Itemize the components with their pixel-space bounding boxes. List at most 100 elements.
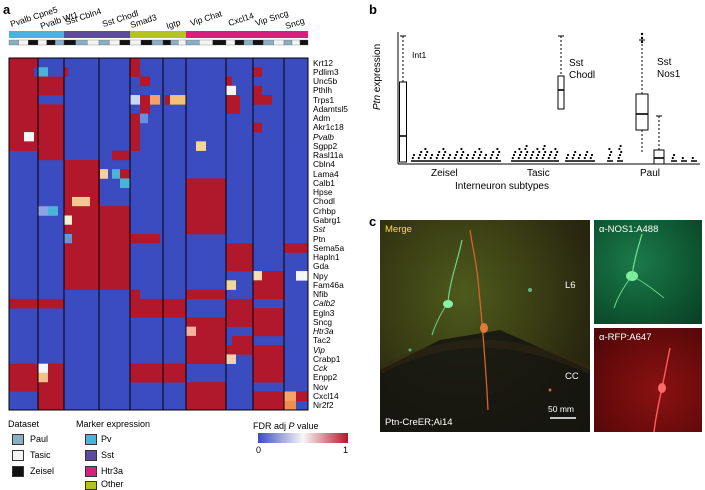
gene-label: Cxcl14 (313, 390, 339, 401)
heatmap-highlight-33-0 (38, 363, 48, 374)
zeisel-9-outlier-1 (466, 153, 470, 157)
heatmap-cell-36-1 (186, 391, 226, 402)
tasic-b0-outlier-0 (565, 156, 568, 160)
zeisel-12-outlier-1 (484, 153, 488, 157)
tasic-a4-outlier-3 (536, 147, 539, 151)
tasic-a2-outlier-3 (524, 147, 527, 151)
heatmap-cell-3-1 (253, 85, 262, 96)
panel-letter-a: a (3, 2, 11, 17)
tasic-a0-outlier-1 (512, 153, 516, 157)
gene-label: Akr1c18 (313, 122, 344, 133)
heatmap-cell-36-0 (38, 391, 64, 402)
heatmap-highlight-19-0 (64, 234, 72, 244)
dataset-strip-0 (8, 39, 19, 46)
zeisel-14-outlier-0 (495, 156, 498, 160)
heatmap-cell-7-0 (9, 122, 64, 133)
zeisel-0-outlier-0 (411, 156, 414, 160)
zeisel-14-outlier-3 (496, 147, 499, 151)
heatmap-cell-15-1 (186, 196, 226, 207)
zeisel-1-outlier-2 (420, 150, 423, 154)
zeisel-8-outlier-1 (460, 153, 464, 157)
heatmap-cell-5-0 (9, 104, 64, 114)
heatmap-cell-28-0 (186, 317, 253, 327)
dataset-strip-16 (170, 39, 179, 46)
panel-letter-b: b (369, 2, 377, 17)
heatmap-cell-10-0 (38, 150, 64, 161)
gene-label: Hapln1 (313, 252, 340, 263)
marker-strip-9 (284, 31, 308, 38)
rfp-micrograph: α-RFP:A647 (594, 328, 702, 432)
dataset-swatch-tasic (12, 450, 24, 461)
marker-swatch-htr3a (85, 466, 97, 477)
gene-label: Pthlh (313, 85, 333, 96)
heatmap-cell-37-2 (253, 400, 284, 411)
boxplot-annotation-nos1: Nos1 (657, 69, 681, 80)
tasic-a7-outlier-0 (553, 156, 556, 160)
gene-label: Crabp1 (313, 353, 341, 364)
heatmap-highlight-23-0 (253, 271, 262, 281)
tasic-a6-outlier-1 (548, 153, 552, 157)
dataset-strip-1 (18, 39, 29, 46)
zeisel-10-outlier-2 (474, 150, 477, 154)
gene-label: Npy (313, 270, 328, 281)
zeisel-2-outlier-0 (423, 156, 426, 160)
tasic-a7-outlier-1 (554, 153, 558, 157)
zeisel-6-outlier-1 (448, 153, 452, 157)
dataset-strip-24 (252, 39, 264, 46)
dataset-strip-18 (185, 39, 200, 46)
zeisel-7-outlier-0 (453, 156, 456, 160)
heatmap-cell-4-0 (9, 95, 38, 105)
heatmap-cell-6-0 (9, 113, 64, 124)
dataset-strip-11 (119, 39, 131, 46)
boxplot-ylabel-rest: expression (372, 43, 383, 95)
dataset-strip-22 (234, 39, 245, 46)
heatmap-cell-10-1 (112, 150, 130, 161)
heatmap-highlight-17-0 (64, 215, 72, 226)
zeisel-13-outlier-1 (490, 153, 494, 157)
colorbar-title: FDR adj P value (253, 421, 319, 431)
zeisel-11-outlier-0 (477, 156, 480, 160)
zeisel-7-outlier-1 (454, 153, 458, 157)
paul-4-outlier-0 (691, 156, 694, 160)
zeisel-11-outlier-2 (480, 150, 483, 154)
heatmap-highlight-12-1 (112, 169, 120, 179)
dataset-strip-15 (162, 39, 171, 46)
heatmap-cell-12-1 (112, 169, 130, 179)
gene-label: Egln3 (313, 307, 335, 318)
marker-label-htr3a: Htr3a (101, 466, 124, 476)
tasic-a0-outlier-2 (514, 150, 517, 154)
heatmap-highlight-15-0 (72, 196, 90, 207)
marker-label-other: Other (101, 479, 124, 489)
dataset-strip-29 (299, 39, 309, 46)
heatmap-cell-13-0 (64, 178, 100, 188)
gene-label: Krt12 (313, 57, 334, 68)
gene-label: Sema5a (313, 242, 345, 253)
colorbar-min: 0 (256, 445, 262, 455)
zeisel-13-outlier-0 (489, 156, 492, 160)
heatmap-cell-1-1 (64, 67, 68, 77)
scale-bar-label: 50 mm (548, 404, 574, 414)
gene-label: Tac2 (313, 335, 331, 346)
heatmap-cell-8-0 (9, 132, 24, 142)
gene-label: Htr3a (313, 326, 334, 337)
zeisel-2-outlier-3 (424, 147, 427, 151)
heatmap-cell-25-2 (253, 289, 284, 300)
heatmap-cell-1-2 (130, 67, 140, 77)
marker-strip-3 (99, 31, 130, 38)
heatmap-cell-30-0 (186, 335, 226, 346)
marker-label-sst: Sst (101, 450, 115, 460)
colorbar-title-suffix: value (294, 421, 319, 431)
tasic-b3-outlier-2 (586, 150, 589, 154)
heatmap-cell-0-0 (9, 58, 38, 68)
zeisel-14-outlier-2 (498, 150, 501, 154)
tasic-a1-outlier-3 (518, 147, 521, 151)
gene-label: Fam46a (313, 279, 344, 290)
tasic-a3-outlier-2 (532, 150, 535, 154)
heatmap-highlight-32-0 (226, 354, 236, 364)
tasic-b2-outlier-0 (577, 156, 580, 160)
dataset-strip-2 (28, 39, 39, 46)
nos1-label: α-NOS1:A488 (599, 224, 659, 235)
heatmap-cell-16-2 (186, 206, 226, 216)
paul-3-outlier-0 (681, 156, 684, 160)
marker-label-pv: Pv (101, 434, 112, 444)
